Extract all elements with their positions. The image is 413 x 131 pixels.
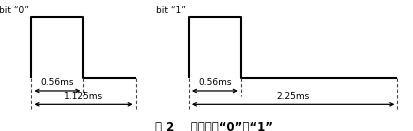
Text: 2.25ms: 2.25ms <box>276 92 309 101</box>
Text: 0.56ms: 0.56ms <box>198 78 231 87</box>
Text: 1.125ms: 1.125ms <box>64 92 103 101</box>
Text: bit “1”: bit “1” <box>156 6 186 15</box>
Text: bit “0”: bit “0” <box>0 6 28 15</box>
Text: 图 2    遥控码的“0”和“1”: 图 2 遥控码的“0”和“1” <box>155 121 273 131</box>
Text: 0.56ms: 0.56ms <box>40 78 74 87</box>
